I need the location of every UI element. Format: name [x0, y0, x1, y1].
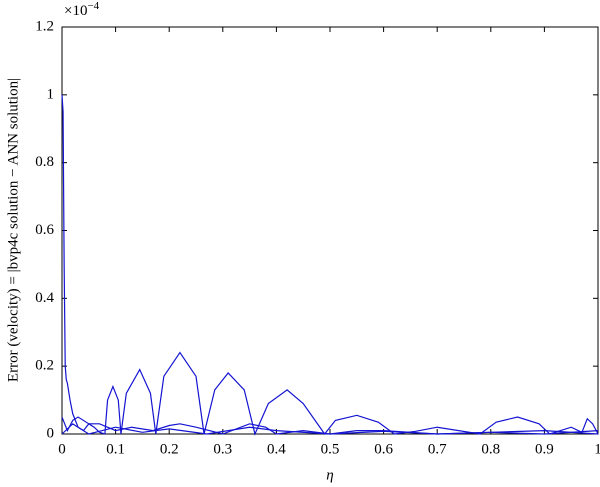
x-axis-label: η	[326, 467, 333, 483]
axis-multiplier: ×10−4	[64, 0, 100, 19]
y-tick-label: 0.4	[35, 290, 54, 306]
x-tick-label: 0.1	[106, 441, 125, 457]
plot-frame	[61, 26, 599, 435]
y-tick-label: 1	[47, 86, 55, 102]
x-tick-label: 0	[58, 441, 66, 457]
y-tick-label: 0	[47, 425, 55, 441]
x-tick-label: 1	[594, 441, 600, 457]
y-tick-label: 1.2	[35, 18, 54, 34]
x-tick-label: 0.4	[267, 441, 286, 457]
x-tick-label: 0.5	[321, 441, 340, 457]
y-tick-label: 0.6	[35, 222, 54, 238]
x-tick-label: 0.2	[160, 441, 179, 457]
y-axis-label: Error (velocity) = |bvp4c solution − ANN…	[5, 78, 21, 382]
data-line	[61, 94, 599, 436]
x-tick-label: 0.8	[481, 441, 500, 457]
multiplier-base: ×10	[64, 3, 87, 19]
x-tick-label: 0.7	[428, 441, 447, 457]
data-line	[61, 423, 599, 435]
y-tick-label: 0.8	[35, 154, 54, 170]
x-tick-label: 0.6	[374, 441, 393, 457]
y-tick-label: 0.2	[35, 358, 54, 374]
multiplier-exponent: −4	[87, 0, 99, 12]
x-tick-label: 0.9	[535, 441, 554, 457]
x-tick-label: 0.3	[213, 441, 232, 457]
